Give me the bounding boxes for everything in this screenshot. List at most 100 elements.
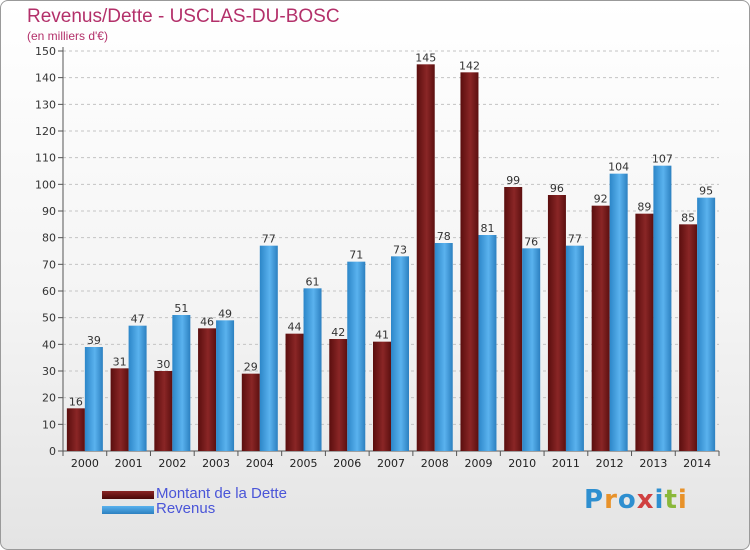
data-label-dette: 145 [415, 51, 436, 64]
legend-label-dette: Montant de la Dette [156, 485, 287, 502]
data-label-revenus: 49 [218, 307, 232, 320]
bar-dette [241, 373, 260, 451]
bar-dette [373, 341, 391, 451]
bar-dette [679, 224, 698, 451]
bar-dette [460, 72, 479, 451]
data-label-dette: 30 [156, 358, 170, 371]
y-tick-label: 80 [42, 232, 56, 245]
bar-dette [635, 213, 654, 451]
data-label-dette: 29 [244, 361, 258, 374]
y-tick-label: 120 [35, 125, 56, 138]
data-label-revenus: 61 [306, 275, 320, 288]
data-label-revenus: 95 [699, 185, 713, 198]
bar-revenus [565, 245, 584, 451]
y-tick-label: 110 [35, 152, 56, 165]
logo-letter: o [617, 485, 637, 515]
x-tick-label: 2001 [115, 457, 143, 470]
x-tick-label: 2004 [246, 457, 274, 470]
x-tick-label: 2002 [158, 457, 186, 470]
legend-label-revenus: Revenus [156, 500, 216, 517]
bar-revenus [609, 173, 628, 451]
bar-dette [416, 64, 435, 452]
logo-letter: i [677, 485, 688, 515]
x-tick-label: 2010 [508, 457, 536, 470]
data-label-revenus: 71 [349, 249, 363, 262]
bar-dette [285, 333, 304, 451]
data-label-revenus: 76 [524, 235, 538, 248]
x-tick-label: 2008 [421, 457, 449, 470]
bar-revenus [303, 288, 322, 451]
y-tick-label: 70 [42, 258, 56, 271]
y-tick-label: 50 [42, 312, 56, 325]
bar-dette [329, 339, 348, 451]
y-tick-label: 10 [42, 418, 56, 431]
data-label-revenus: 81 [480, 222, 494, 235]
data-label-dette: 46 [200, 315, 214, 328]
bar-revenus [84, 347, 103, 451]
data-label-dette: 44 [288, 321, 302, 334]
bar-revenus [478, 235, 497, 451]
data-label-revenus: 107 [652, 153, 673, 166]
data-label-revenus: 104 [608, 161, 629, 174]
chart-title: Revenus/Dette - USCLAS-DU-BOSC [27, 6, 340, 27]
data-label-dette: 92 [594, 193, 608, 206]
data-label-dette: 16 [69, 395, 83, 408]
data-label-revenus: 77 [262, 233, 276, 246]
x-tick-label: 2011 [552, 457, 580, 470]
bar-revenus [434, 243, 453, 451]
logo-letter: x [636, 485, 655, 515]
x-tick-label: 2007 [377, 457, 405, 470]
bar-dette [66, 408, 85, 451]
bar-dette [547, 195, 566, 451]
x-tick-label: 2003 [202, 457, 230, 470]
y-tick-label: 30 [42, 365, 56, 378]
y-tick-label: 100 [35, 178, 56, 191]
data-label-dette: 96 [550, 182, 564, 195]
data-label-dette: 42 [331, 326, 345, 339]
data-label-dette: 142 [459, 59, 480, 72]
bar-revenus [128, 325, 147, 451]
data-label-revenus: 51 [174, 302, 188, 315]
bar-revenus [697, 197, 716, 451]
proxiti-logo: Proxiti [584, 485, 688, 515]
data-label-revenus: 78 [437, 230, 451, 243]
bar-dette [591, 205, 610, 451]
bar-revenus [391, 256, 409, 451]
data-label-revenus: 47 [131, 313, 145, 326]
logo-letter: r [604, 485, 618, 515]
y-tick-label: 0 [49, 445, 56, 458]
x-tick-label: 2009 [464, 457, 492, 470]
logo-letter: t [664, 485, 678, 515]
y-tick-label: 140 [35, 72, 56, 85]
data-label-dette: 85 [681, 211, 695, 224]
bar-revenus [259, 245, 278, 451]
x-tick-label: 2000 [71, 457, 99, 470]
x-tick-label: 2005 [290, 457, 318, 470]
data-label-revenus: 77 [568, 233, 582, 246]
logo-letter: P [584, 485, 605, 515]
bar-revenus [653, 165, 672, 451]
x-tick-label: 2014 [683, 457, 711, 470]
bar-revenus [172, 315, 191, 451]
data-label-revenus: 39 [87, 334, 101, 347]
bar-revenus [347, 261, 366, 451]
legend-swatch-dette [102, 491, 154, 499]
data-label-dette: 99 [506, 174, 520, 187]
y-tick-label: 20 [42, 392, 56, 405]
y-tick-label: 130 [35, 98, 56, 111]
logo-letter: i [654, 485, 665, 515]
chart-subtitle: (en milliers d'€) [27, 29, 108, 43]
x-tick-label: 2006 [333, 457, 361, 470]
y-tick-label: 90 [42, 205, 56, 218]
bar-dette [504, 187, 523, 451]
bar-revenus [216, 320, 235, 451]
data-label-dette: 41 [375, 329, 389, 342]
y-tick-label: 60 [42, 285, 56, 298]
data-label-revenus: 73 [393, 243, 407, 256]
bar-dette [154, 371, 173, 451]
y-tick-label: 40 [42, 338, 56, 351]
bar-dette [110, 368, 129, 451]
data-label-dette: 89 [637, 201, 651, 214]
